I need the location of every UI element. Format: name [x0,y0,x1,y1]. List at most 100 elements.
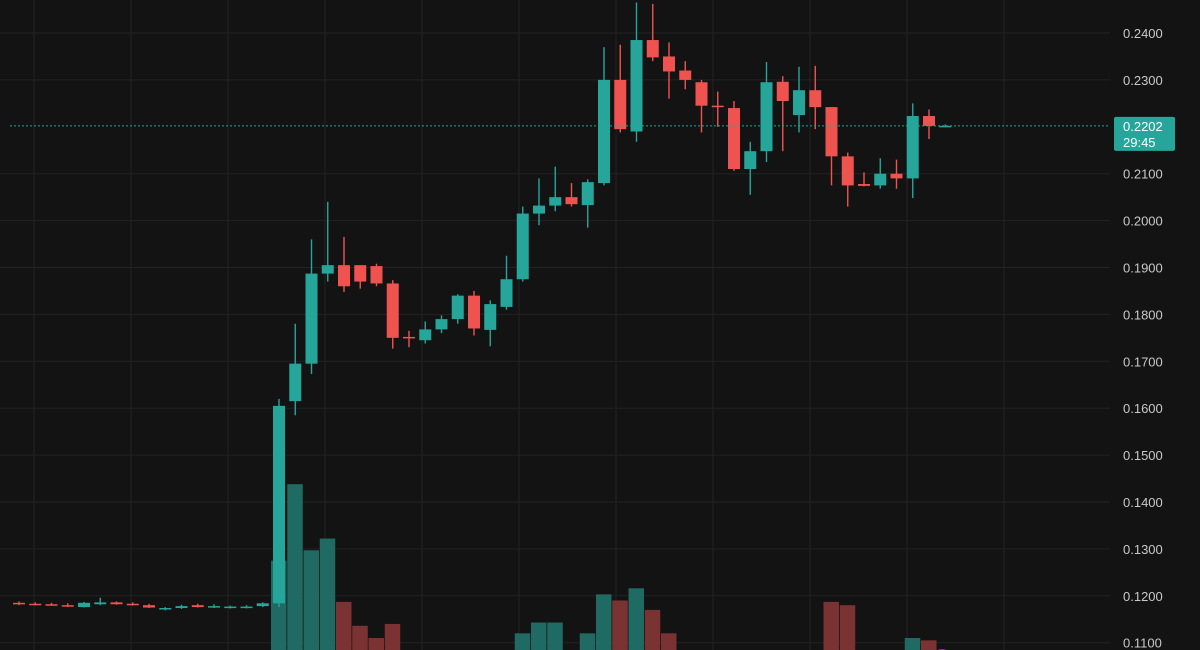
candle-body [793,90,805,116]
candle-body [744,151,757,170]
price-tick-label: 0.1500 [1123,448,1163,463]
candle-body [61,605,74,607]
price-axis[interactable]: 0.2400 0.2300 0.2100 0.2000 0.1900 0.1800 0.17… [1123,26,1163,650]
volume-bar [319,538,336,650]
candle-body [208,606,220,608]
candle-body [240,606,253,609]
volume-bar [547,622,563,650]
candle-body [565,197,578,205]
volume-bar [579,633,596,650]
price-tick-label: 0.1700 [1123,354,1163,369]
candle-body [728,108,740,170]
candle-countdown: 29:45 [1123,135,1156,150]
candle-body [549,197,562,206]
price-tick-label: 0.1100 [1123,636,1162,650]
current-price-value: 0.2202 [1123,119,1163,134]
candle-body [224,606,237,609]
volume-bar [612,600,628,650]
candle-body [614,79,627,130]
candle-body [923,116,935,126]
candle-body [45,604,58,606]
candle-body [939,125,952,128]
volume-bar [596,594,612,650]
volume-bar [628,588,644,650]
candle-body [598,79,610,184]
volume-bar [921,640,937,650]
candle-body [256,603,269,607]
candle-body [29,603,42,606]
candle-body [419,329,432,341]
volume-bar [644,609,661,650]
price-tick-label: 0.1200 [1123,589,1163,604]
current-price-tag-bg [1114,116,1175,151]
volume-bar [287,484,303,650]
candle-body [679,70,692,80]
volume-bar [352,625,368,650]
volume-bar [661,633,677,650]
candle-body [305,273,318,364]
candle-body [273,405,285,604]
candle-body [581,182,594,206]
candle-body [825,107,838,157]
price-tick-label: 0.2400 [1123,26,1163,41]
price-tick-label: 0.2000 [1123,214,1163,229]
candle-body [695,82,708,106]
candle-body [890,173,903,179]
price-tick-label: 0.1900 [1123,261,1163,276]
candle-body [809,90,822,108]
price-tick-label: 0.2100 [1123,167,1163,182]
volume-bar [839,605,856,650]
candle-body [175,606,188,608]
price-tick-label: 0.2300 [1123,73,1163,88]
candles [13,2,952,611]
candle-body [338,265,350,287]
candle-body [776,81,789,102]
candle-body [484,304,497,330]
candle-body [354,265,367,282]
volume-bar [368,638,384,650]
candle-body [500,279,513,307]
candle-body [468,295,480,329]
candle-body [630,40,643,132]
candle-body [646,40,659,58]
price-tick-label: 0.1300 [1123,542,1163,557]
candle-body [403,336,415,339]
candle-body [159,607,172,610]
candle-body [78,602,90,608]
candle-body [663,56,675,72]
candle-body [289,363,302,402]
price-tick-label: 0.1400 [1123,495,1163,510]
price-tick-label: 0.1800 [1123,307,1163,322]
volume-bar [384,623,401,650]
candle-body [370,266,383,284]
candle-body [711,105,724,108]
volume-bar [531,622,547,650]
grid-lines [0,0,1110,650]
volume-bar [336,601,352,650]
candle-body [126,603,139,606]
volume-bar [514,633,531,650]
candle-body [386,283,399,338]
current-price-tag: 0.2202 29:45 [1114,116,1175,151]
candle-body [321,265,334,274]
price-tick-label: 0.1600 [1123,401,1163,416]
candle-body [906,116,919,179]
candle-body [760,82,773,152]
candle-body [110,602,123,605]
volume-bar [904,638,921,650]
candle-body [94,602,107,605]
volume-bar [823,601,839,650]
candle-body [533,205,545,214]
candle-body [191,605,204,608]
candle-body [874,173,887,186]
candle-body [858,184,870,186]
volume-bar [303,550,319,650]
candle-body [451,295,464,320]
candle-body [435,319,448,330]
candle-body [143,605,155,608]
candle-body [841,156,854,186]
volume-bars [271,484,937,650]
candle-body [13,602,25,605]
candle-body [516,213,529,280]
